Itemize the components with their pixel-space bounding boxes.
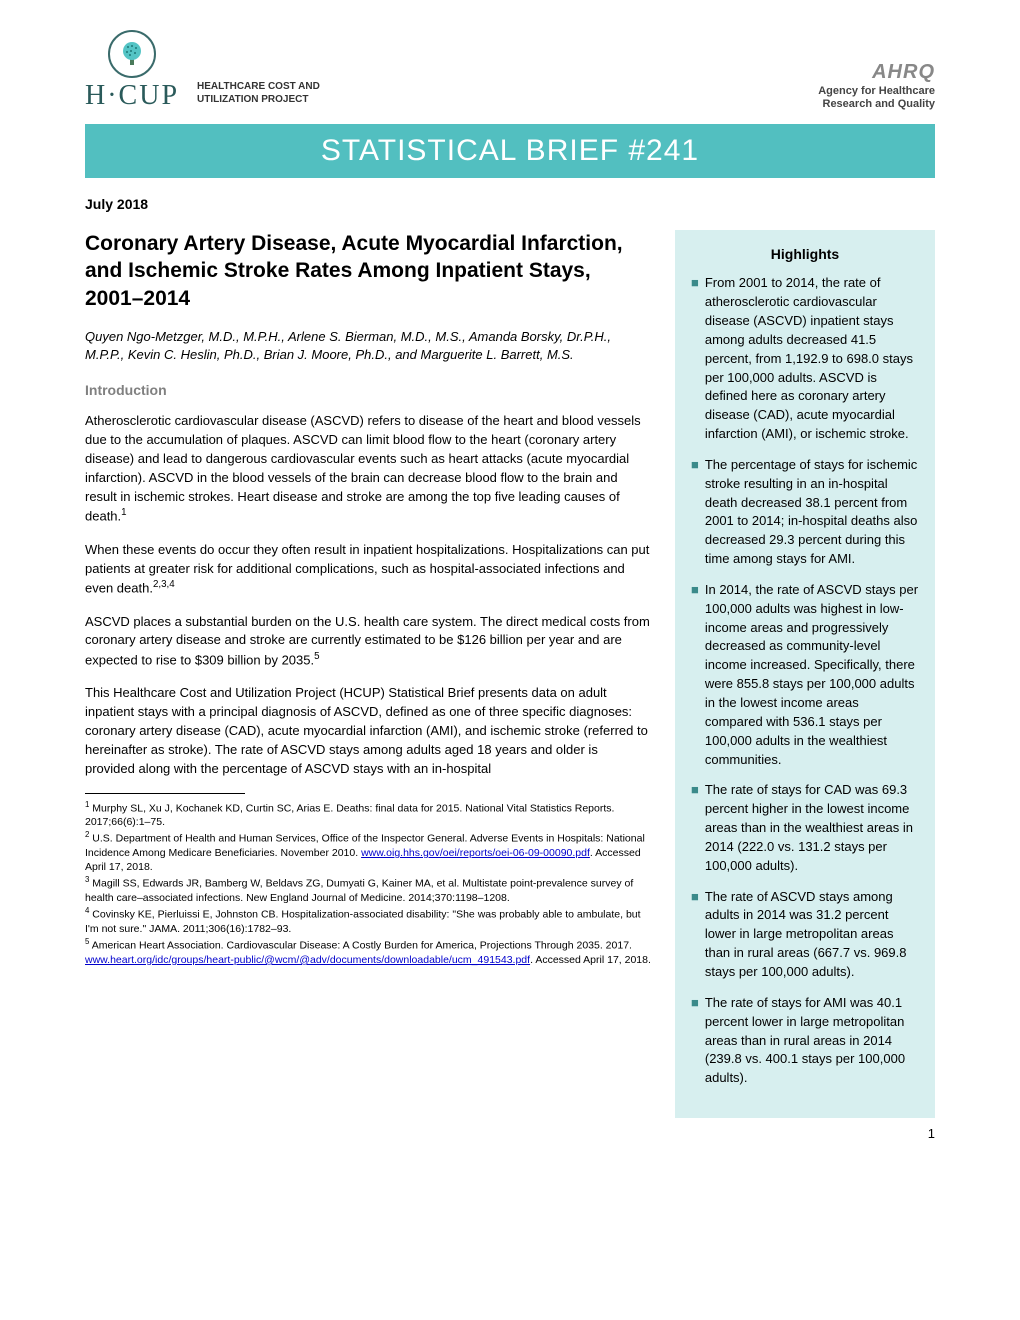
bullet-icon: ■ bbox=[691, 781, 699, 875]
para-text: Atherosclerotic cardiovascular disease (… bbox=[85, 413, 641, 524]
publication-date: July 2018 bbox=[85, 196, 935, 212]
footnote-4: 4 Covinsky KE, Pierluissi E, Johnston CB… bbox=[85, 906, 651, 936]
fn-text: Magill SS, Edwards JR, Bamberg W, Beldav… bbox=[85, 878, 633, 904]
highlight-item: ■From 2001 to 2014, the rate of atherosc… bbox=[691, 274, 919, 444]
ahrq-line-1: Agency for Healthcare bbox=[818, 85, 935, 99]
highlight-text: In 2014, the rate of ASCVD stays per 100… bbox=[705, 581, 919, 769]
bullet-icon: ■ bbox=[691, 456, 699, 569]
intro-para-3: ASCVD places a substantial burden on the… bbox=[85, 613, 651, 671]
project-line-1: HEALTHCARE COST AND bbox=[197, 80, 320, 93]
intro-para-4: This Healthcare Cost and Utilization Pro… bbox=[85, 684, 651, 778]
footnote-ref: 1 bbox=[121, 507, 126, 518]
fn-link[interactable]: www.oig.hhs.gov/oei/reports/oei-06-09-00… bbox=[361, 847, 590, 859]
project-label: HEALTHCARE COST AND UTILIZATION PROJECT bbox=[197, 80, 320, 112]
ahrq-logo-text: AHRQ bbox=[818, 60, 935, 85]
highlight-item: ■In 2014, the rate of ASCVD stays per 10… bbox=[691, 581, 919, 769]
highlight-text: From 2001 to 2014, the rate of atheroscl… bbox=[705, 274, 919, 444]
footnote-2: 2 U.S. Department of Health and Human Se… bbox=[85, 830, 651, 874]
fn-text: Murphy SL, Xu J, Kochanek KD, Curtin SC,… bbox=[85, 802, 614, 828]
fn-text: American Heart Association. Cardiovascul… bbox=[89, 940, 632, 952]
intro-para-2: When these events do occur they often re… bbox=[85, 541, 651, 599]
authors-list: Quyen Ngo-Metzger, M.D., M.P.H., Arlene … bbox=[85, 328, 651, 364]
hcup-logo: H·CUP bbox=[85, 30, 179, 112]
intro-heading: Introduction bbox=[85, 382, 651, 398]
article-column: Coronary Artery Disease, Acute Myocardia… bbox=[85, 230, 651, 1118]
document-header: H·CUP HEALTHCARE COST AND UTILIZATION PR… bbox=[85, 30, 935, 112]
footnotes-divider bbox=[85, 793, 245, 794]
highlight-text: The rate of stays for CAD was 69.3 perce… bbox=[705, 781, 919, 875]
ahrq-logo-block: AHRQ Agency for Healthcare Research and … bbox=[818, 60, 935, 113]
intro-para-1: Atherosclerotic cardiovascular disease (… bbox=[85, 412, 651, 526]
fn-link[interactable]: www.heart.org/idc/groups/heart-public/@w… bbox=[85, 954, 530, 966]
hcup-logo-text: H·CUP bbox=[85, 80, 179, 112]
hcup-tree-icon bbox=[108, 30, 156, 78]
highlight-text: The rate of ASCVD stays among adults in … bbox=[705, 888, 919, 982]
highlight-item: ■The percentage of stays for ischemic st… bbox=[691, 456, 919, 569]
bullet-icon: ■ bbox=[691, 274, 699, 444]
highlight-text: The percentage of stays for ischemic str… bbox=[705, 456, 919, 569]
fn-text: Covinsky KE, Pierluissi E, Johnston CB. … bbox=[85, 909, 641, 935]
highlights-title: Highlights bbox=[691, 244, 919, 264]
main-content: Coronary Artery Disease, Acute Myocardia… bbox=[85, 230, 935, 1118]
highlight-item: ■The rate of stays for CAD was 69.3 perc… bbox=[691, 781, 919, 875]
footnote-1: 1 Murphy SL, Xu J, Kochanek KD, Curtin S… bbox=[85, 800, 651, 830]
highlights-sidebar: Highlights ■From 2001 to 2014, the rate … bbox=[675, 230, 935, 1118]
bullet-icon: ■ bbox=[691, 888, 699, 982]
bullet-icon: ■ bbox=[691, 994, 699, 1088]
left-logo-block: H·CUP HEALTHCARE COST AND UTILIZATION PR… bbox=[85, 30, 320, 112]
ahrq-line-2: Research and Quality bbox=[818, 98, 935, 112]
fn-tail: . Accessed April 17, 2018. bbox=[530, 954, 651, 966]
highlight-text: The rate of stays for AMI was 40.1 perce… bbox=[705, 994, 919, 1088]
para-text: ASCVD places a substantial burden on the… bbox=[85, 614, 650, 668]
page-number: 1 bbox=[85, 1126, 935, 1141]
footnote-5: 5 American Heart Association. Cardiovasc… bbox=[85, 937, 651, 967]
project-line-2: UTILIZATION PROJECT bbox=[197, 93, 320, 106]
highlight-item: ■The rate of ASCVD stays among adults in… bbox=[691, 888, 919, 982]
footnote-ref: 2,3,4 bbox=[153, 579, 175, 590]
footnote-3: 3 Magill SS, Edwards JR, Bamberg W, Beld… bbox=[85, 875, 651, 905]
para-text: This Healthcare Cost and Utilization Pro… bbox=[85, 685, 648, 775]
footnote-ref: 5 bbox=[314, 651, 319, 662]
highlight-item: ■The rate of stays for AMI was 40.1 perc… bbox=[691, 994, 919, 1088]
title-banner: STATISTICAL BRIEF #241 bbox=[85, 124, 935, 178]
article-title: Coronary Artery Disease, Acute Myocardia… bbox=[85, 230, 651, 312]
bullet-icon: ■ bbox=[691, 581, 699, 769]
